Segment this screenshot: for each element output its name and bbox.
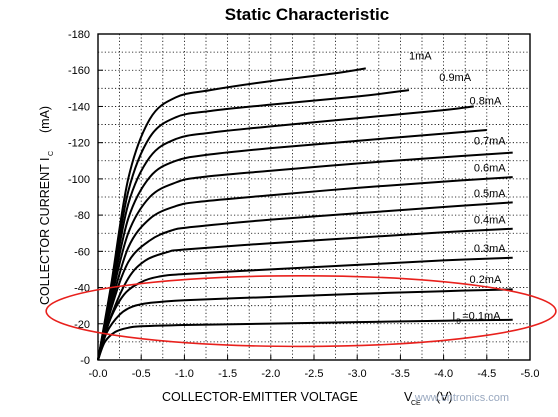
curve-label: 1mA	[409, 50, 432, 62]
x-tick-label: -0.5	[132, 368, 151, 380]
curve-label: 0.5mA	[474, 188, 506, 200]
curve-ib-6	[97, 176, 513, 361]
x-tick-label: -0.0	[89, 368, 108, 380]
y-axis-label: COLLECTOR CURRENT	[38, 164, 52, 305]
axis-labels: COLLECTOR-EMITTER VOLTAGE VCE (V) COLLECTOR…	[38, 106, 453, 407]
ib-label-symbol: I	[452, 310, 455, 322]
x-tick-label: -4.0	[434, 368, 453, 380]
y-tick-label: -60	[74, 246, 90, 258]
curve-labels: 1mA 0.9mA 0.8mA 0.7mA 0.6mA 0.5mA 0.4mA 0.3mA 0.…	[409, 50, 506, 325]
x-axis-label: COLLECTOR-EMITTER VOLTAGE	[162, 390, 358, 404]
curve-ib-2	[97, 288, 513, 361]
annotation	[45, 274, 557, 348]
curve-label: 0.7mA	[474, 135, 506, 147]
x-tick-label: -5.0	[521, 368, 540, 380]
y-axis-unit: (mA)	[38, 106, 52, 133]
curve-ib-4	[97, 227, 513, 361]
curve-label: 0.9mA	[439, 72, 471, 84]
x-tick-label: -1.5	[218, 368, 237, 380]
tick-labels: -0.0 -0.5 -1.0 -1.5 -2.0 -2.5 -3.0 -3.5 -4.0 -4.5…	[68, 29, 540, 380]
x-tick-label: -2.0	[261, 368, 280, 380]
y-tick-label: -180	[68, 29, 90, 41]
x-tick-label: -3.0	[348, 368, 367, 380]
y-tick-label: -80	[74, 210, 90, 222]
ib-label-subscript: B	[456, 318, 461, 325]
x-axis-subscript: CE	[411, 400, 421, 407]
curve-ib-9	[97, 105, 474, 361]
highlight-ellipse	[45, 274, 557, 348]
curve-label: 0.2mA	[470, 274, 502, 286]
y-tick-label: -100	[68, 174, 90, 186]
x-axis-unit: (V)	[436, 390, 453, 404]
curve-label: 0.4mA	[474, 214, 506, 226]
y-tick-label: -0	[80, 355, 90, 367]
curve-label: 0.3mA	[474, 243, 506, 255]
x-axis-symbol: V	[404, 390, 413, 404]
curve-ib-5	[97, 201, 513, 361]
ib-label-value: =0.1mA	[462, 310, 501, 322]
y-tick-label: -120	[68, 138, 90, 150]
curve-ib-3	[97, 256, 513, 361]
y-axis-subscript: C	[48, 151, 55, 156]
curves	[97, 67, 513, 361]
curve-ib-8	[97, 129, 487, 361]
y-axis-symbol: I	[38, 158, 52, 161]
y-tick-label: -160	[68, 65, 90, 77]
curve-ib-11	[97, 67, 366, 361]
curve-label: 0.8mA	[470, 96, 502, 108]
y-axis-label-group: COLLECTOR CURRENT IC (mA)	[38, 106, 55, 305]
x-tick-label: -3.5	[391, 368, 410, 380]
watermark: www.cntronics.com	[414, 392, 509, 404]
x-tick-label: -4.5	[477, 368, 496, 380]
x-tick-label: -2.5	[305, 368, 324, 380]
x-tick-label: -1.0	[175, 368, 194, 380]
curve-ib-7	[97, 151, 513, 361]
curve-label: 0.6mA	[474, 163, 506, 175]
chart-title: Static Characteristic	[225, 5, 389, 24]
y-tick-label: -140	[68, 101, 90, 113]
